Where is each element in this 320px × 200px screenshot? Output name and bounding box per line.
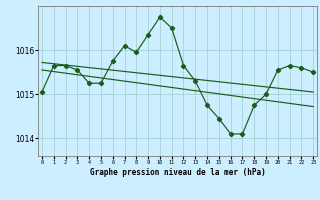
X-axis label: Graphe pression niveau de la mer (hPa): Graphe pression niveau de la mer (hPa) [90,168,266,177]
